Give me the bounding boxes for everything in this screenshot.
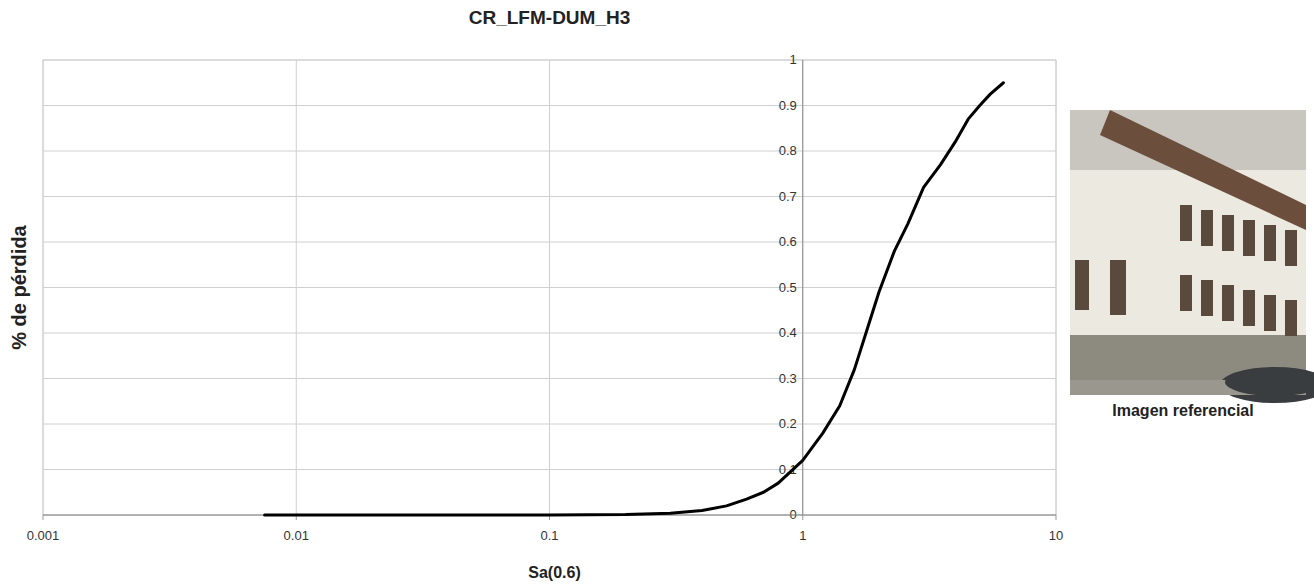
x-grid-line: [1056, 60, 1057, 515]
y-tick-label: 0.9: [779, 98, 797, 113]
x-tick-label: 1: [799, 528, 806, 543]
car: [1225, 368, 1314, 396]
x-tick-mark: [43, 515, 44, 520]
x-tick-label: 0.01: [284, 528, 309, 543]
car: [1220, 367, 1314, 403]
window: [1201, 280, 1213, 316]
window: [1264, 225, 1276, 261]
window: [1264, 295, 1276, 331]
y-tick-label: 0.3: [779, 371, 797, 386]
y-axis-line: [802, 60, 803, 515]
plot-frame: [43, 60, 1056, 515]
window: [1201, 210, 1213, 246]
x-tick-mark: [802, 515, 803, 520]
y-tick-label: 0.2: [779, 416, 797, 431]
window: [1180, 205, 1192, 241]
x-grid-line: [802, 60, 803, 515]
y-tick-label: 0.7: [779, 189, 797, 204]
window: [1180, 275, 1192, 311]
x-grid-line: [549, 60, 550, 515]
series-line: [265, 83, 1004, 515]
window: [1222, 285, 1234, 321]
chart: CR_LFM-DUM_H300.10.20.30.40.50.60.70.80.…: [0, 0, 1314, 586]
y-axis-title: % de pérdida: [8, 224, 30, 349]
window: [1075, 260, 1089, 310]
y-tick-label: 0.6: [779, 234, 797, 249]
x-grid-line: [296, 60, 297, 515]
window: [1285, 300, 1297, 336]
y-tick-label: 1: [790, 52, 797, 67]
x-tick-label: 0.1: [540, 528, 558, 543]
window: [1110, 260, 1126, 315]
window: [1243, 220, 1255, 256]
x-tick-label: 0.001: [27, 528, 60, 543]
photo-bg: [1070, 110, 1306, 395]
x-tick-mark: [1056, 515, 1057, 520]
window: [1243, 290, 1255, 326]
window: [1285, 230, 1297, 266]
x-grid-line: [43, 60, 44, 515]
x-axis-title: Sa(0.6): [528, 564, 580, 581]
reference-image: [1070, 110, 1314, 403]
image-caption: Imagen referencial: [1112, 402, 1253, 419]
x-tick-label: 10: [1049, 528, 1063, 543]
y-tick-label: 0.5: [779, 280, 797, 295]
plot-area: [265, 83, 1004, 515]
window: [1222, 215, 1234, 251]
y-tick-label: 0.4: [779, 325, 797, 340]
y-tick-label: 0.8: [779, 143, 797, 158]
chart-title: CR_LFM-DUM_H3: [469, 7, 631, 28]
